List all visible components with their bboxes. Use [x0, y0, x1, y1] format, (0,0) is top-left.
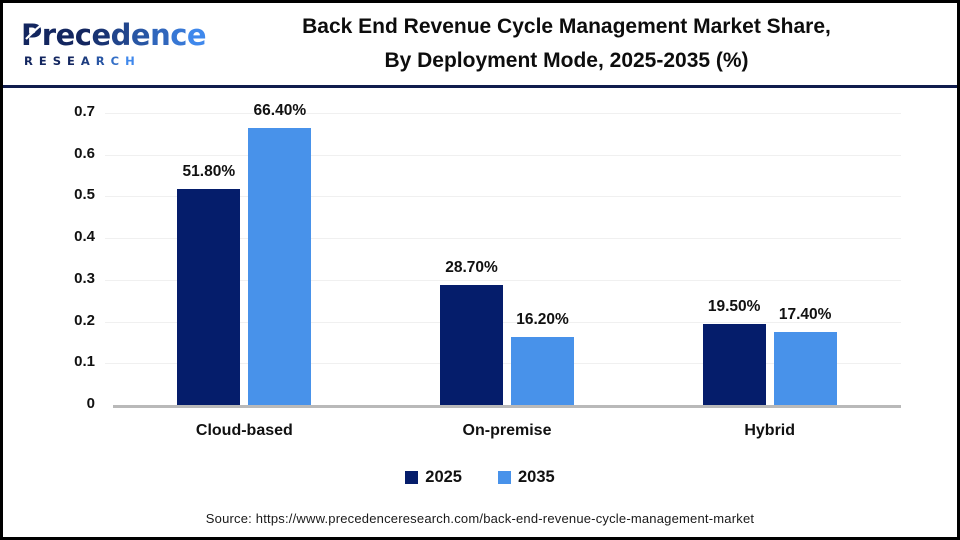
plot-area: 51.80% 66.40% 28.70% 16.20% 19.50% 17.40%	[105, 102, 901, 408]
bar-2035-on-premise: 16.20%	[511, 311, 574, 405]
chart-title-line2: By Deployment Mode, 2025-2035 (%)	[384, 49, 749, 72]
bar-value-label: 17.40%	[778, 306, 832, 324]
source-note: Source: https://www.precedenceresearch.c…	[205, 511, 755, 526]
logo-letter: e	[55, 17, 76, 52]
bar-group-cloud-based: 51.80% 66.40%	[113, 102, 376, 405]
legend: 2025 2035	[3, 468, 957, 487]
x-axis-label-cloud-based: Cloud-based	[195, 422, 293, 439]
bar-value-label: 16.20%	[516, 311, 569, 329]
bar-2035-cloud-based: 66.40%	[248, 102, 312, 405]
logo-wordmark: Precedence	[21, 17, 207, 52]
logo-letter: e	[130, 17, 151, 52]
logo-letter: E	[38, 53, 53, 68]
y-tick-label: 0.5	[74, 186, 95, 204]
y-tick-label: 0.6	[74, 144, 95, 162]
legend-item-2025: 2025	[405, 468, 462, 487]
gridline	[105, 238, 901, 240]
logo-letter: S	[52, 53, 68, 68]
y-tick-label: 0.1	[74, 353, 95, 371]
y-tick-label: 0.4	[74, 228, 95, 246]
bar-2025-hybrid: 19.50%	[702, 298, 766, 405]
y-axis: 0 0.1 0.2 0.3 0.4 0.5 0.6 0.7	[29, 103, 95, 412]
precedence-research-logo: Precedence RESEARCH	[3, 17, 207, 68]
bar-value-label: 51.80%	[182, 162, 236, 180]
logo-letter: R	[24, 53, 39, 68]
bar-value-label: 28.70%	[445, 259, 498, 277]
gridline	[105, 113, 901, 114]
logo-letter: d	[110, 17, 132, 52]
x-axis-label-on-premise: On-premise	[462, 422, 552, 439]
logo-letter: c	[170, 17, 187, 52]
header: Precedence RESEARCH Back End Revenue Cyc…	[3, 3, 957, 85]
logo-letter: e	[186, 17, 207, 52]
x-axis-labels: Cloud-based On-premise Hybrid	[113, 422, 901, 440]
logo-letter: c	[74, 17, 92, 52]
y-tick-label: 0	[86, 395, 95, 412]
bar-2025-on-premise: 28.70%	[440, 259, 503, 405]
bar-value-label: 66.40%	[253, 102, 307, 120]
bar-group-hybrid: 19.50% 17.40%	[638, 113, 901, 405]
gridline	[105, 279, 901, 281]
logo-letter: P	[21, 17, 42, 52]
chart-title: Back End Revenue Cycle Management Market…	[198, 10, 957, 78]
y-tick-label: 0.3	[74, 269, 95, 287]
chart-title-line1: Back End Revenue Cycle Management Market…	[302, 15, 831, 38]
x-axis-label-hybrid: Hybrid	[744, 422, 796, 439]
gridline	[105, 321, 901, 323]
logo-letter: e	[91, 17, 111, 52]
header-divider	[3, 85, 957, 88]
legend-swatch	[498, 471, 511, 484]
logo-letter: R	[95, 53, 111, 68]
legend-label: 2035	[518, 468, 555, 486]
logo-letter: A	[80, 53, 96, 68]
y-tick-label: 0.2	[74, 311, 95, 329]
logo-letter: E	[67, 53, 81, 68]
gridline	[105, 154, 901, 156]
logo-letter: r	[41, 17, 56, 52]
gridline	[105, 196, 901, 198]
y-tick-label: 0.7	[74, 103, 95, 120]
legend-swatch	[405, 471, 419, 484]
gridline	[105, 363, 901, 365]
bar-2035-hybrid: 17.40%	[773, 306, 837, 405]
logo-letter: H	[125, 53, 141, 68]
logo-letter: n	[150, 17, 171, 52]
bar-group-on-premise: 28.70% 16.20%	[376, 113, 639, 405]
logo-subtitle: RESEARCH	[21, 54, 198, 68]
bar-value-label: 19.50%	[707, 297, 761, 315]
logo-letter: C	[110, 53, 126, 68]
bar-2025-cloud-based: 51.80%	[177, 163, 241, 405]
legend-label: 2025	[425, 468, 462, 486]
chart-region: 0 0.1 0.2 0.3 0.4 0.5 0.6 0.7 51.80% 66.40% 28.70…	[3, 88, 957, 537]
legend-item-2035: 2035	[498, 468, 555, 487]
